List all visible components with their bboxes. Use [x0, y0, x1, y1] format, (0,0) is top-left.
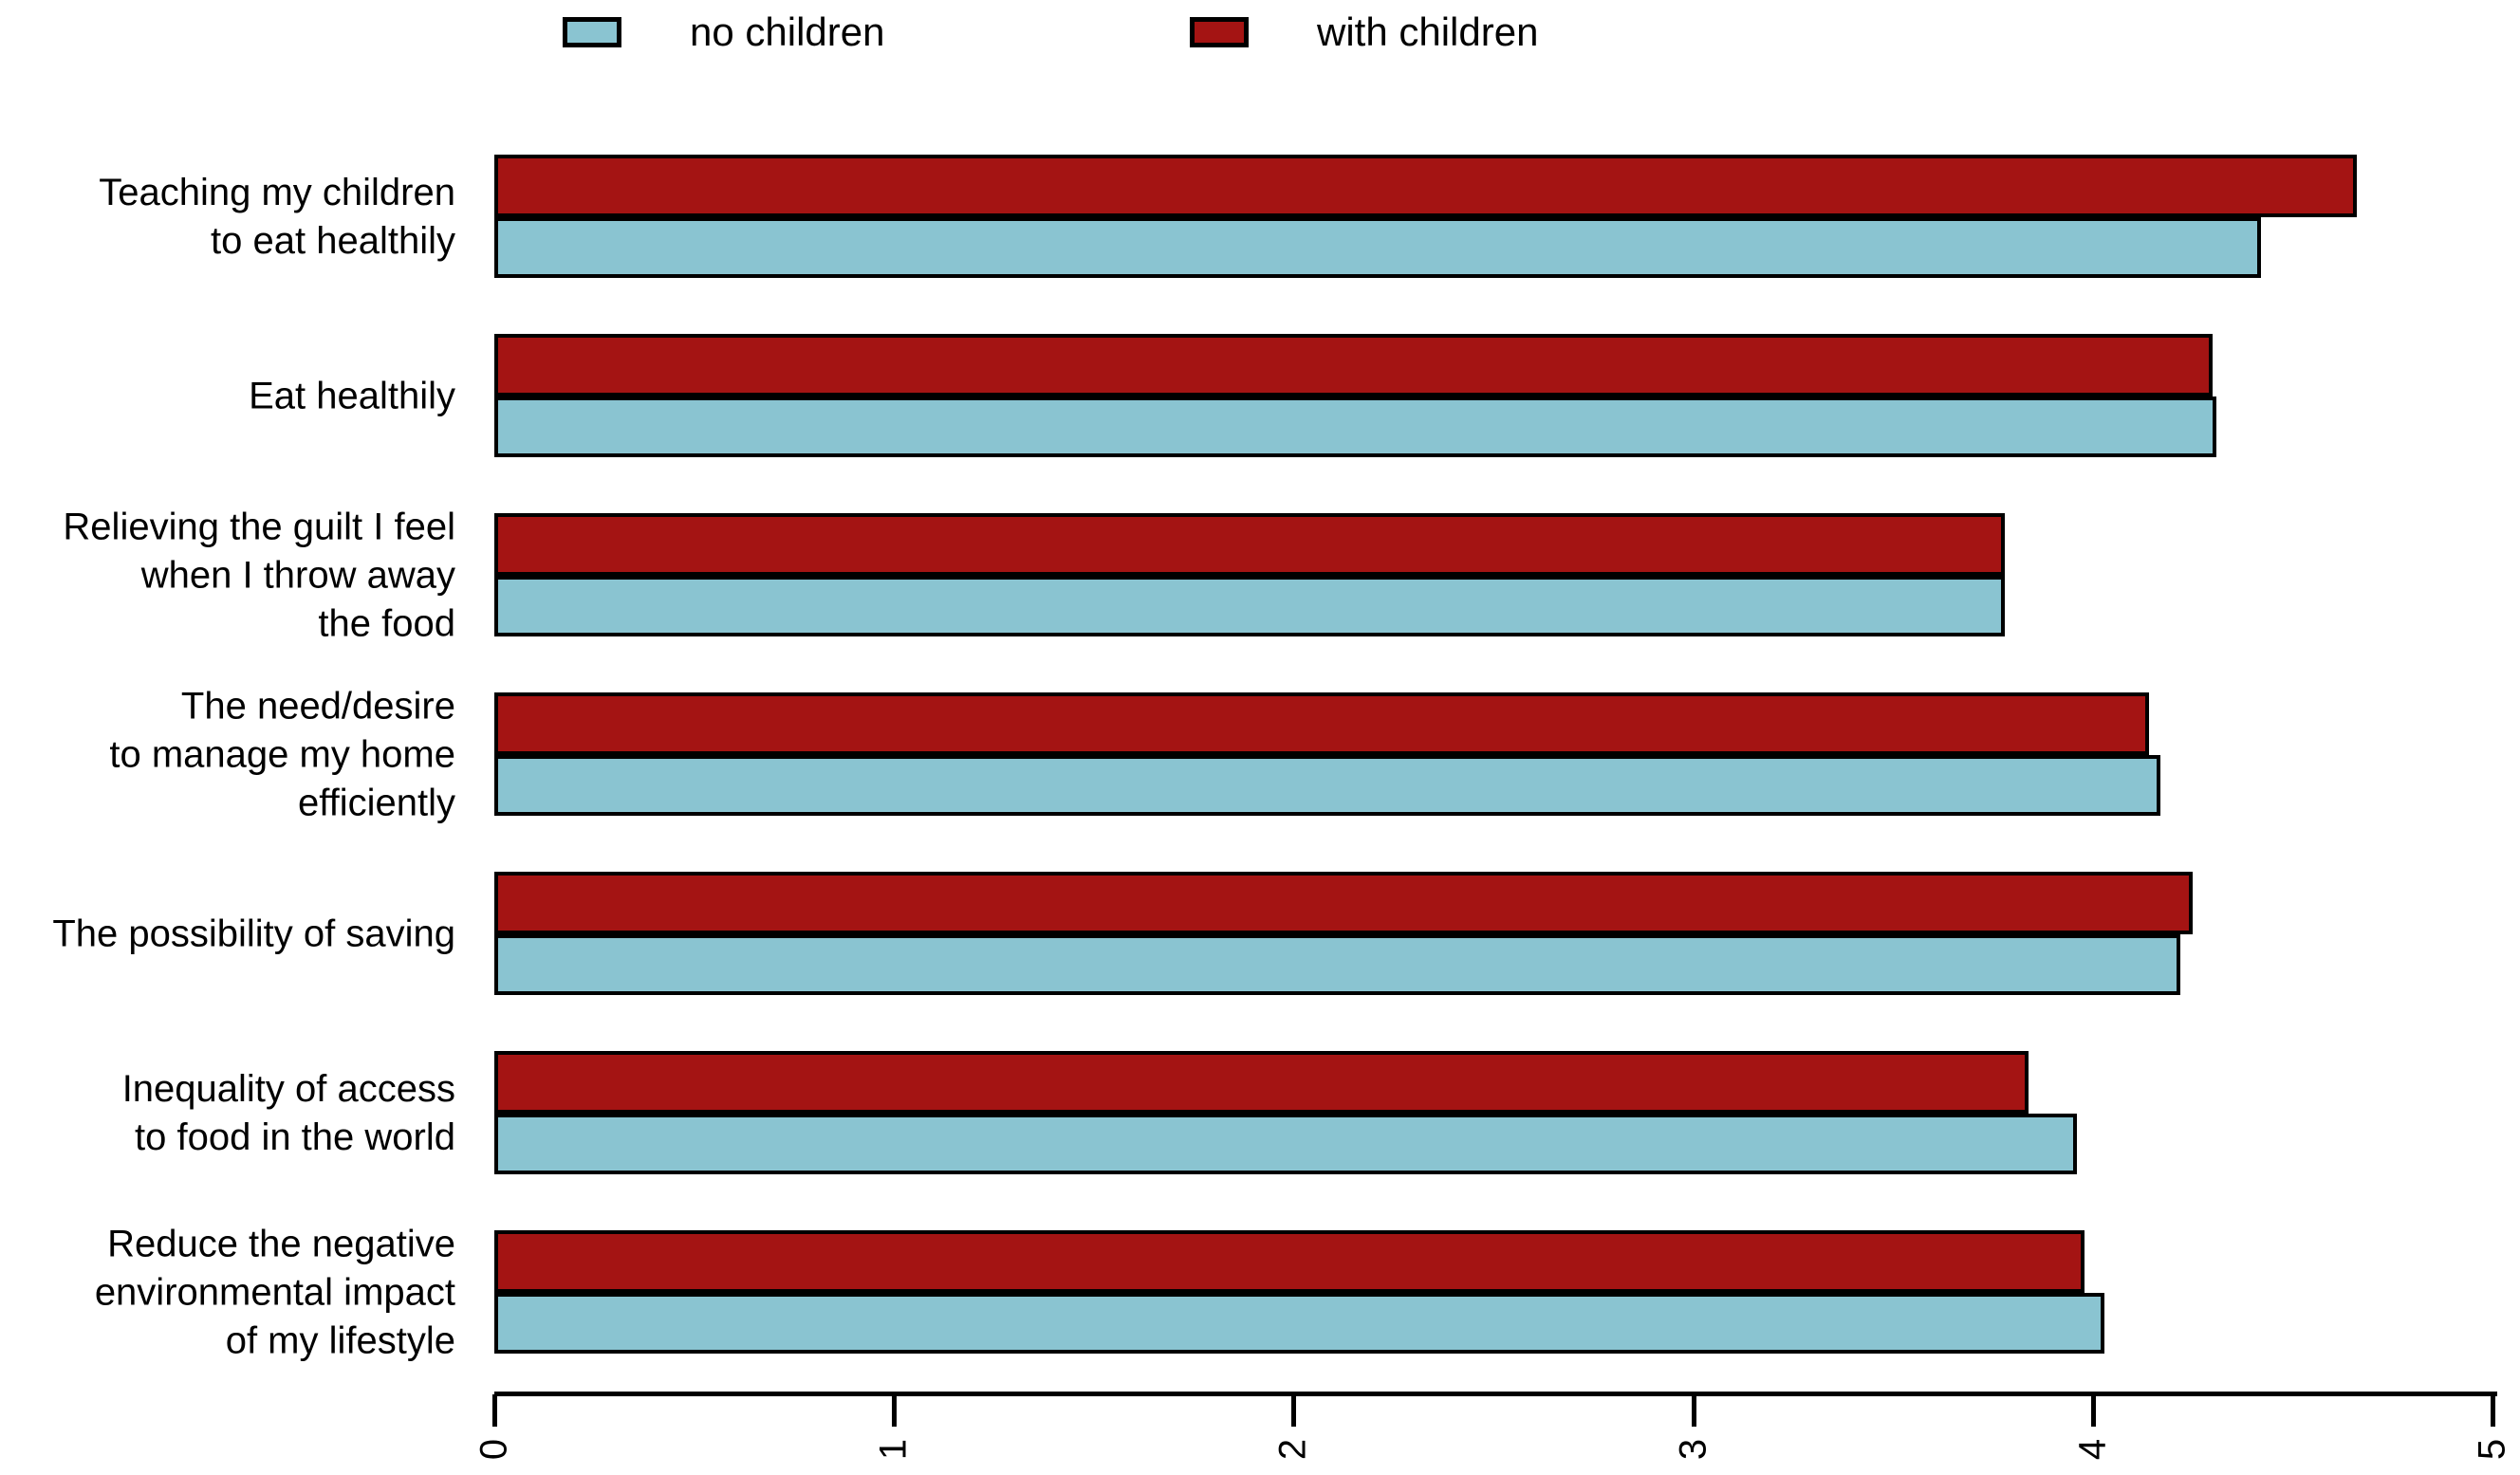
- bar-no-children-5: [494, 1114, 2077, 1174]
- category-label-0: Teaching my children to eat healthily: [99, 172, 455, 262]
- x-axis-tick-3: [1691, 1394, 1696, 1427]
- bar-with-children-6: [494, 1230, 2085, 1293]
- bar-with-children-3: [494, 692, 2149, 755]
- bar-no-children-3: [494, 755, 2161, 816]
- legend-item-no-children: no children: [563, 9, 884, 55]
- category-label-5: Inequality of access to food in the worl…: [121, 1068, 455, 1158]
- bar-with-children-1: [494, 334, 2214, 396]
- bar-with-children-4: [494, 872, 2194, 934]
- legend-label: no children: [690, 9, 885, 54]
- bar-no-children-2: [494, 576, 2006, 636]
- category-label-3: The need/desire to manage my home effici…: [109, 685, 455, 824]
- bar-no-children-0: [494, 217, 2261, 278]
- category-label-2: Relieving the guilt I feel when I throw …: [63, 506, 455, 645]
- x-axis-tick-label-4: 4: [2071, 1438, 2114, 1461]
- bar-no-children-6: [494, 1293, 2105, 1354]
- bar-with-children-5: [494, 1051, 2029, 1114]
- x-axis-tick-label-0: 0: [472, 1438, 515, 1461]
- legend-item-with-children: with children: [1190, 9, 1538, 55]
- x-axis-tick-label-1: 1: [872, 1438, 915, 1461]
- category-label-1: Eat healthily: [249, 375, 455, 417]
- legend-swatch: [1190, 17, 1249, 47]
- bar-no-children-4: [494, 934, 2181, 995]
- x-axis-tick-5: [2491, 1394, 2495, 1427]
- legend-label: with children: [1317, 9, 1539, 54]
- x-axis-tick-2: [1291, 1394, 1297, 1427]
- legend: no children with children: [0, 0, 2520, 66]
- legend-swatch: [563, 17, 621, 47]
- x-axis-tick-label-3: 3: [1672, 1438, 1714, 1461]
- x-axis-tick-4: [2090, 1394, 2096, 1427]
- category-label-4: The possibility of saving: [52, 913, 455, 955]
- category-label-6: Reduce the negative environmental impact…: [94, 1223, 455, 1362]
- bar-no-children-1: [494, 396, 2217, 457]
- x-axis-tick-0: [492, 1394, 497, 1427]
- x-axis-tick-label-5: 5: [2471, 1438, 2513, 1461]
- x-axis-tick-1: [892, 1394, 898, 1427]
- bar-with-children-0: [494, 155, 2357, 217]
- x-axis-line: [494, 1392, 2497, 1396]
- x-axis-tick-label-2: 2: [1271, 1438, 1314, 1461]
- bar-with-children-2: [494, 513, 2006, 576]
